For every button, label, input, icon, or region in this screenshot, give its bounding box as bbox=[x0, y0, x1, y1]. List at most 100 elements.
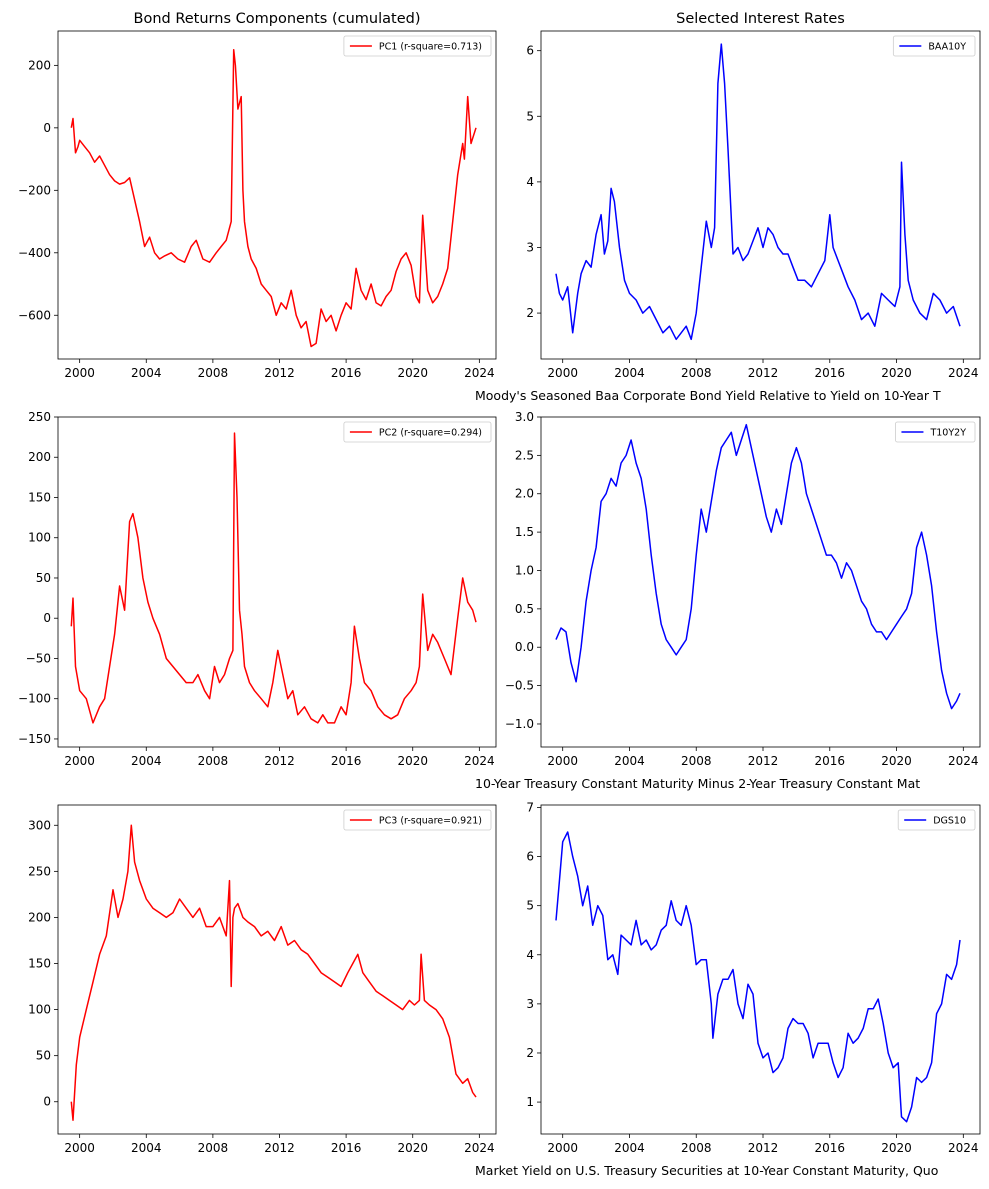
y-tick-label: 100 bbox=[28, 531, 51, 545]
y-tick-label: −150 bbox=[18, 732, 51, 746]
y-tick-label: 6 bbox=[526, 44, 534, 58]
legend: PC1 (r-square=0.713) bbox=[343, 35, 492, 57]
y-tick-label: 0.0 bbox=[515, 640, 534, 654]
x-tick-label: 2024 bbox=[948, 1141, 979, 1155]
x-tick-label: 2020 bbox=[881, 754, 912, 768]
legend-box bbox=[343, 809, 492, 831]
chart-panel-right-1: 2000 2004 2008 2012 2016 2020 2024 2 3 4 5 6 Selecte… bbox=[475, 11, 981, 403]
legend-box bbox=[897, 809, 976, 831]
x-tick-label: 2004 bbox=[131, 754, 162, 768]
legend-label: BAA10Y bbox=[928, 42, 966, 53]
x-tick-label: 2000 bbox=[547, 366, 578, 380]
y-tick-label: 2 bbox=[526, 306, 534, 320]
x-axis-label: 10-Year Treasury Constant Maturity Minus… bbox=[475, 776, 920, 791]
x-tick-label: 2020 bbox=[397, 366, 428, 380]
x-tick-label: 2024 bbox=[464, 1141, 495, 1155]
y-tick-label: 50 bbox=[36, 1049, 51, 1063]
x-tick-label: 2016 bbox=[814, 754, 845, 768]
x-tick-label: 2008 bbox=[198, 1141, 229, 1155]
x-axis-label: Moody's Seasoned Baa Corporate Bond Yiel… bbox=[475, 388, 941, 403]
legend: PC3 (r-square=0.921) bbox=[343, 809, 492, 831]
y-tick-label: 7 bbox=[526, 800, 534, 814]
x-tick-label: 2020 bbox=[881, 366, 912, 380]
x-tick-label: 2000 bbox=[547, 1141, 578, 1155]
x-tick-label: 2016 bbox=[814, 1141, 845, 1155]
chart-panel-right-3: 2000 2004 2008 2012 2016 2020 2024 1 2 3 4 5 6 7 Marke… bbox=[475, 800, 981, 1178]
legend: PC2 (r-square=0.294) bbox=[343, 421, 492, 443]
y-tick-label: 1.0 bbox=[515, 563, 534, 577]
x-axis-label: Market Yield on U.S. Treasury Securities… bbox=[475, 1163, 938, 1178]
chart-panel-left-3: 2000 2004 2008 2012 2016 2020 2024 0 50 100 150 200… bbox=[28, 804, 497, 1155]
x-tick-label: 2000 bbox=[547, 754, 578, 768]
x-tick-label: 2008 bbox=[681, 1141, 712, 1155]
x-tick-label: 2000 bbox=[64, 1141, 95, 1155]
y-tick-label: 200 bbox=[28, 58, 51, 72]
y-tick-label: −600 bbox=[18, 308, 51, 322]
y-tick-label: 150 bbox=[28, 490, 51, 504]
y-tick-label: −50 bbox=[26, 651, 51, 665]
x-tick-label: 2000 bbox=[64, 366, 95, 380]
y-tick-label: 0 bbox=[43, 611, 51, 625]
y-tick-label: 3.0 bbox=[515, 410, 534, 424]
legend-box bbox=[343, 421, 492, 443]
y-tick-label: 3 bbox=[526, 997, 534, 1011]
y-tick-label: 250 bbox=[28, 410, 51, 424]
y-tick-label: 100 bbox=[28, 1003, 51, 1017]
y-tick-label: 3 bbox=[526, 240, 534, 254]
y-tick-label: 4 bbox=[526, 948, 534, 962]
legend-box bbox=[343, 35, 492, 57]
y-tick-label: 0.5 bbox=[515, 602, 534, 616]
x-tick-label: 2012 bbox=[748, 366, 779, 380]
chart-title: Bond Returns Components (cumulated) bbox=[134, 11, 421, 27]
y-tick-label: −1.0 bbox=[505, 717, 534, 731]
x-tick-label: 2012 bbox=[748, 754, 779, 768]
y-tick-label: 0 bbox=[43, 1095, 51, 1109]
legend-box bbox=[892, 35, 976, 57]
series-line-0 bbox=[555, 43, 961, 341]
y-tick-label: −400 bbox=[18, 246, 51, 260]
x-tick-label: 2016 bbox=[331, 1141, 362, 1155]
series-line-0 bbox=[70, 824, 477, 1121]
legend: BAA10Y bbox=[892, 35, 976, 57]
y-tick-label: 2.0 bbox=[515, 487, 534, 501]
y-tick-label: 1.5 bbox=[515, 525, 534, 539]
axes-frame bbox=[540, 30, 981, 360]
axes-frame bbox=[57, 804, 497, 1135]
x-tick-label: 2012 bbox=[264, 754, 295, 768]
chart-title: Selected Interest Rates bbox=[676, 11, 845, 27]
y-tick-label: 5 bbox=[526, 109, 534, 123]
x-tick-label: 2024 bbox=[948, 366, 979, 380]
y-tick-label: 300 bbox=[28, 818, 51, 832]
x-tick-label: 2004 bbox=[131, 1141, 162, 1155]
x-tick-label: 2016 bbox=[331, 754, 362, 768]
x-tick-label: 2008 bbox=[198, 366, 229, 380]
x-tick-label: 2000 bbox=[64, 754, 95, 768]
series-line-0 bbox=[555, 831, 961, 1123]
y-tick-label: −100 bbox=[18, 692, 51, 706]
y-tick-label: 150 bbox=[28, 957, 51, 971]
x-tick-label: 2024 bbox=[948, 754, 979, 768]
series-line-0 bbox=[70, 48, 477, 348]
axes-frame bbox=[540, 416, 981, 748]
x-tick-label: 2012 bbox=[264, 366, 295, 380]
y-tick-label: 1 bbox=[526, 1095, 534, 1109]
axes-frame bbox=[540, 804, 981, 1135]
legend-label: DGS10 bbox=[933, 816, 966, 827]
legend-label: PC3 (r-square=0.921) bbox=[379, 816, 482, 827]
y-tick-label: 2 bbox=[526, 1046, 534, 1060]
y-tick-label: 4 bbox=[526, 175, 534, 189]
y-tick-label: 2.5 bbox=[515, 448, 534, 462]
x-tick-label: 2008 bbox=[681, 754, 712, 768]
y-tick-label: −0.5 bbox=[505, 679, 534, 693]
y-tick-label: 250 bbox=[28, 864, 51, 878]
legend-box bbox=[895, 421, 976, 443]
x-tick-label: 2020 bbox=[397, 1141, 428, 1155]
chart-panel-left-2: 2000 2004 2008 2012 2016 2020 2024 −150 −100 −50 0… bbox=[18, 410, 497, 768]
y-tick-label: 0 bbox=[43, 121, 51, 135]
x-tick-label: 2008 bbox=[681, 366, 712, 380]
chart-panel-left-1: 2000 2004 2008 2012 2016 2020 2024−600−400−200… bbox=[18, 11, 497, 380]
y-tick-label: 200 bbox=[28, 910, 51, 924]
x-tick-label: 2004 bbox=[614, 754, 645, 768]
x-tick-label: 2012 bbox=[748, 1141, 779, 1155]
